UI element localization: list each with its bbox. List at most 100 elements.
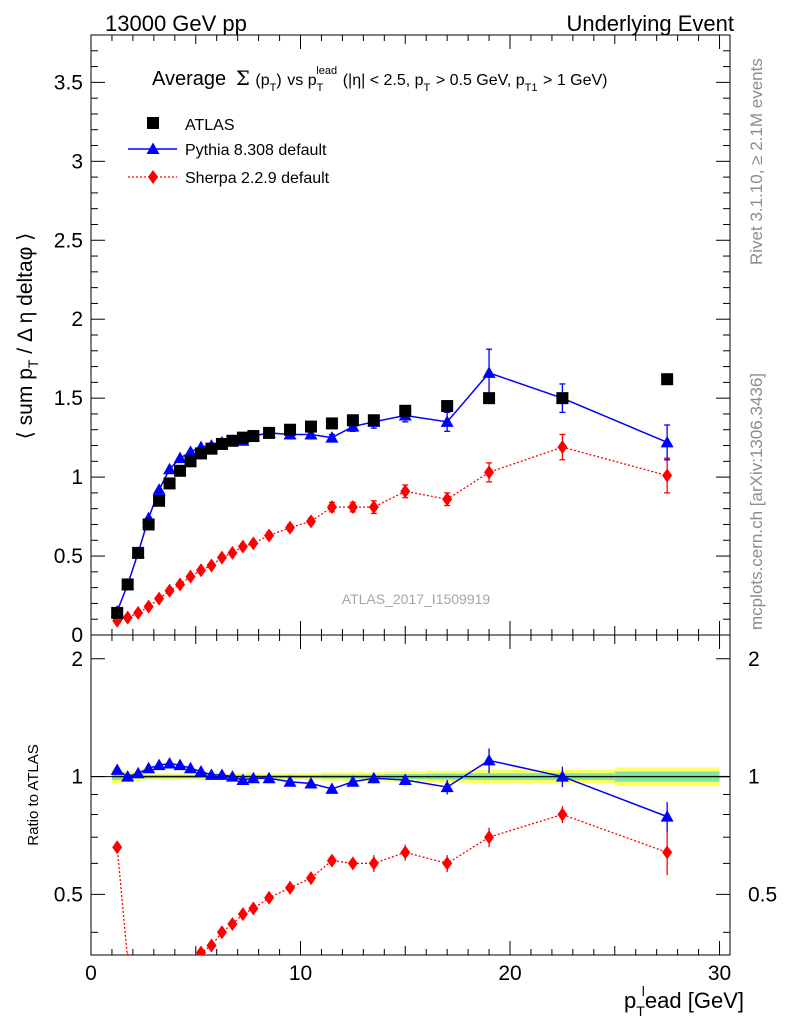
sherpa-ratio-point xyxy=(133,992,143,1006)
ratio-ytick-label-left: 0.5 xyxy=(54,883,83,906)
legend-pythia-marker xyxy=(146,142,160,154)
ratio-panel: 0.5 0.51 12 20 10 20 30 Ratio to ATLAS pTlead … xyxy=(25,634,777,1019)
sherpa-point xyxy=(143,599,154,614)
ratio-axis-ticks: 0.5 0.51 12 20 10 20 30 xyxy=(54,635,777,985)
sherpa-point xyxy=(248,536,259,551)
sherpa-ratio-point xyxy=(186,958,196,972)
main-ylabel: ⟨ sum pT / Δ η deltaφ ⟩ xyxy=(14,233,41,440)
pythia-ratio-point xyxy=(283,775,297,787)
sherpa-ratio-point xyxy=(305,871,316,886)
atlas-point xyxy=(142,518,155,531)
atlas-point xyxy=(367,414,380,427)
atlas-point xyxy=(236,431,249,444)
ratio-data xyxy=(110,748,674,1013)
pythia-ratio-point xyxy=(262,771,276,784)
atlas-point xyxy=(163,477,176,490)
atlas-point xyxy=(226,434,239,447)
ylabel-a: ⟨ sum p xyxy=(14,368,37,439)
ratio-series-group xyxy=(110,748,674,1013)
sherpa-point xyxy=(264,528,275,543)
title-cuts-a: (|η| < 2.5, p xyxy=(343,72,424,89)
pythia-ratio-point xyxy=(142,761,156,774)
sherpa-ratio-point xyxy=(285,880,296,895)
pythia-ratio-point xyxy=(215,768,229,780)
main-ytick-label: 2.5 xyxy=(54,229,83,252)
pythia-ratio-point xyxy=(304,777,318,789)
sherpa-ratio-point xyxy=(227,917,238,932)
sherpa-point xyxy=(662,468,673,483)
main-ytick-label: 0 xyxy=(71,624,83,647)
sherpa-ratio-point xyxy=(484,830,495,845)
legend-pythia-label: Pythia 8.308 default xyxy=(185,142,327,159)
pythia-ratio-point xyxy=(184,761,198,774)
pythia-point xyxy=(325,431,339,443)
energy-label: 13000 GeV pp xyxy=(105,11,247,36)
legend-sherpa-marker xyxy=(148,170,158,184)
sherpa-point xyxy=(227,545,238,560)
sherpa-point xyxy=(484,465,495,480)
sherpa-point xyxy=(347,500,358,515)
sherpa-point xyxy=(185,569,196,584)
ylabel-sub: T xyxy=(25,359,41,368)
ratio-xlabel: pTlead [GeV] xyxy=(624,983,744,1019)
main-axis-ticks: 0 0.5 1 1.5 2 2.5 3 3.5 xyxy=(54,35,730,647)
main-ytick-label: 0.5 xyxy=(54,545,83,568)
title-cuts-b-sub: T1 xyxy=(525,82,538,94)
atlas-point xyxy=(556,392,569,405)
pythia-point xyxy=(440,415,454,427)
ratio-ytick-label-left: 2 xyxy=(71,648,83,671)
atlas-point xyxy=(263,426,276,439)
ratio-xtick-label: 30 xyxy=(708,962,731,985)
atlas-point xyxy=(247,430,260,443)
pythia-ratio-point xyxy=(121,770,135,782)
legend-atlas-label: ATLAS xyxy=(185,117,235,134)
sherpa-ratio-point xyxy=(662,845,673,860)
sherpa-point xyxy=(368,500,379,515)
atlas-point xyxy=(284,423,297,436)
sherpa-point xyxy=(442,492,453,507)
title-pt: (p xyxy=(255,72,269,89)
sherpa-ratio-point xyxy=(165,980,175,994)
legend: ATLAS Pythia 8.308 default Sherpa 2.2.9 … xyxy=(128,117,330,187)
sherpa-ratio-point xyxy=(237,907,248,922)
sherpa-point xyxy=(400,484,411,499)
ratio-ytick-label-left: 1 xyxy=(71,766,83,789)
pythia-ratio-point xyxy=(246,771,260,784)
sherpa-point xyxy=(133,605,144,620)
sherpa-ratio-point xyxy=(326,853,337,868)
pythia-ratio-point xyxy=(482,753,496,766)
sherpa-ratio-point xyxy=(216,925,227,940)
pythia-line xyxy=(116,372,668,612)
atlas-point xyxy=(215,437,228,450)
pythia-ratio-point xyxy=(163,756,177,769)
ylabel-b: / Δ η deltaφ ⟩ xyxy=(14,233,37,360)
pythia-ratio-point xyxy=(325,782,339,794)
title-pt-sub: T xyxy=(270,82,277,94)
title-lead: Average xyxy=(152,68,226,90)
sherpa-ratio-point xyxy=(144,999,154,1013)
ratio-xtick-label: 0 xyxy=(85,962,97,985)
xlabel-sub: T xyxy=(636,1003,645,1019)
title-cuts-c: > 1 GeV) xyxy=(543,72,607,89)
sherpa-point xyxy=(122,610,133,625)
title-vs: vs p xyxy=(287,72,316,89)
legend-sherpa-label: Sherpa 2.2.9 default xyxy=(185,170,330,187)
sherpa-point xyxy=(237,539,248,554)
atlas-point xyxy=(304,420,317,433)
pythia-ratio-point xyxy=(440,780,454,793)
title-sigma: Σ xyxy=(236,66,250,90)
main-title: Average Σ (pT) vs pTlead (|η| < 2.5, pT … xyxy=(152,57,608,96)
ratio-frame xyxy=(90,634,731,956)
main-data xyxy=(110,348,674,628)
xlabel-a: p xyxy=(624,988,636,1013)
main-ytick-label: 1 xyxy=(71,466,83,489)
sherpa-ratio-point xyxy=(368,856,379,871)
main-panel: 00.511.522.533.5 Average Σ (pT) vs pTlea… xyxy=(14,34,731,647)
pythia-ratio-point xyxy=(194,765,208,777)
atlas-point xyxy=(205,442,218,455)
sherpa-point xyxy=(195,563,206,578)
pythia-ratio-point xyxy=(555,770,569,782)
main-ytick-label: 3.5 xyxy=(54,71,83,94)
main-ytick-label: 3 xyxy=(71,150,83,173)
pythia-ratio-point xyxy=(346,775,360,787)
